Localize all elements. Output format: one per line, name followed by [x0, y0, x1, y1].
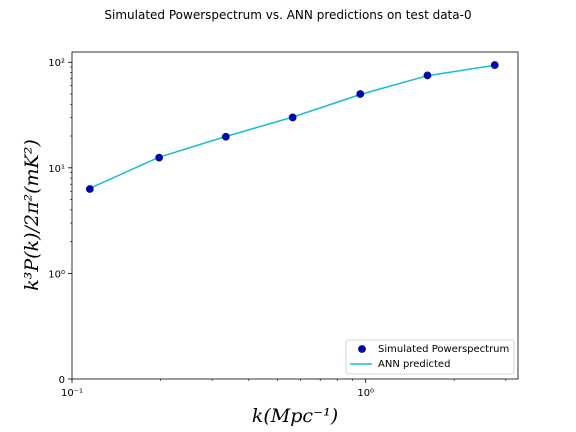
x-axis-label: k(Mpc⁻¹) — [252, 405, 338, 427]
simulated-point — [356, 90, 365, 98]
legend-label-ann: ANN predicted — [378, 359, 450, 370]
legend-box — [345, 339, 515, 375]
simulated-point — [85, 185, 94, 193]
simulated-point — [423, 71, 432, 80]
y-tick-label: 10¹ — [48, 164, 65, 175]
y-tick-label: 10² — [48, 58, 65, 69]
y-axis-label: k³P(k)/2π²(mK²) — [21, 139, 43, 291]
ann-predicted-line — [89, 64, 495, 189]
x-axis-ticks: 10⁻¹ 10⁰ — [61, 379, 507, 399]
y-tick-label: 10⁰ — [48, 269, 65, 280]
x-tick-label: 10⁻¹ — [61, 388, 83, 399]
legend-label-simulated: Simulated Powerspectrum — [378, 344, 509, 355]
x-tick-label: 10⁰ — [357, 388, 374, 399]
series-layer — [85, 61, 499, 193]
legend-marker-simulated — [358, 345, 366, 353]
simulated-point — [155, 153, 164, 162]
simulated-point — [221, 132, 230, 141]
chart-title: Simulated Powerspectrum vs. ANN predicti… — [104, 8, 471, 22]
simulated-point — [490, 61, 499, 69]
y-axis-ticks: 0 10⁰ 10¹ 10² — [48, 58, 72, 386]
y-tick-label: 0 — [59, 375, 65, 386]
simulated-point — [288, 113, 297, 122]
plot-area-frame — [71, 51, 519, 380]
legend: Simulated Powerspectrum ANN predicted — [345, 339, 515, 375]
